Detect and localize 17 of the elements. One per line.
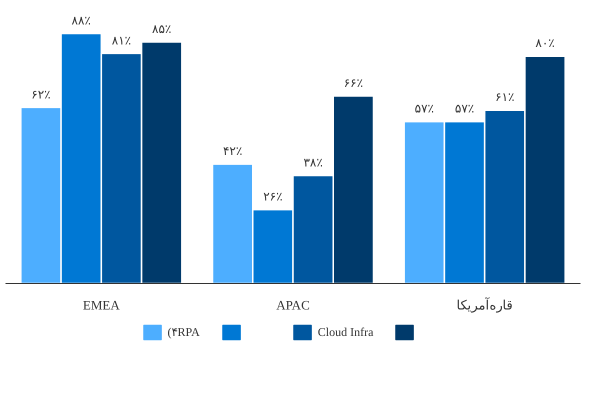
data-label: ۶۶٪	[344, 76, 364, 90]
data-label: ۸۱٪	[112, 33, 132, 48]
data-label: ۵۷٪	[414, 102, 434, 116]
data-label: ۶۱٪	[495, 90, 514, 104]
x-tick-label: قاره‌آمریکا	[456, 296, 513, 314]
data-label: ۲۶٪	[263, 190, 283, 204]
data-label: ۶۲٪	[31, 87, 51, 102]
data-label: ۸۰٪	[535, 36, 555, 50]
data-label: ۴۲٪	[222, 144, 242, 158]
data-label: ۳۸٪	[303, 156, 323, 170]
x-tick-label: EMEA	[82, 298, 120, 312]
data-label: ۸۵٪	[152, 22, 172, 36]
legend-label: (۴RPA	[168, 324, 200, 340]
data-label: ۵۷٪	[454, 102, 474, 116]
x-tick-label: APAC	[276, 298, 310, 312]
legend-label: Cloud Infra	[318, 324, 374, 340]
data-label: ۸۸٪	[72, 14, 91, 28]
